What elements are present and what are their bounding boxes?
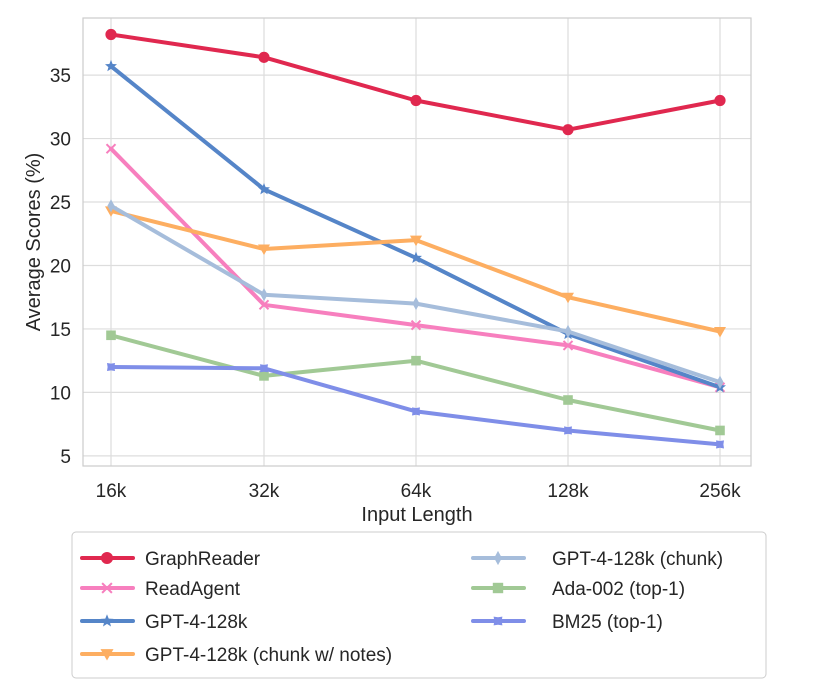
x-axis-label: Input Length bbox=[361, 504, 472, 526]
x-tick-label: 16k bbox=[96, 481, 127, 502]
data-point bbox=[260, 288, 268, 302]
legend-box bbox=[71, 531, 767, 679]
x-tick-label: 128k bbox=[547, 481, 589, 502]
data-point bbox=[714, 94, 726, 107]
data-point bbox=[258, 51, 270, 63]
y-tick-label: 25 bbox=[50, 193, 71, 214]
data-point bbox=[563, 395, 573, 405]
series-bm25-top-1 bbox=[107, 363, 724, 449]
data-point bbox=[410, 94, 422, 107]
data-point bbox=[258, 183, 270, 195]
x-tick-label: 256k bbox=[699, 481, 741, 502]
y-tick-label: 30 bbox=[50, 130, 71, 151]
legend-item: GPT-4-128k bbox=[80, 612, 248, 633]
legend-marker bbox=[100, 649, 114, 661]
legend-label: GraphReader bbox=[145, 549, 261, 570]
data-point bbox=[105, 143, 117, 154]
data-point bbox=[716, 375, 724, 389]
y-tick-label: 20 bbox=[50, 256, 71, 277]
plot-frame bbox=[82, 17, 752, 467]
data-point bbox=[410, 251, 422, 263]
data-point bbox=[412, 407, 420, 416]
data-point bbox=[259, 371, 269, 381]
y-tick-label: 15 bbox=[50, 320, 71, 341]
legend-marker bbox=[493, 616, 503, 626]
data-point bbox=[562, 124, 574, 136]
legend-label: GPT-4-128k bbox=[145, 612, 248, 633]
y-tick-label: 10 bbox=[50, 383, 71, 404]
grid bbox=[83, 18, 751, 466]
legend-label: BM25 (top-1) bbox=[552, 612, 663, 633]
legend-marker bbox=[492, 582, 504, 594]
data-point bbox=[411, 355, 421, 366]
data-point bbox=[258, 244, 270, 255]
legend-marker bbox=[100, 551, 114, 565]
y-tick-label: 5 bbox=[60, 447, 71, 468]
series-gpt-4-128k-chunk bbox=[107, 199, 724, 389]
data-point bbox=[564, 426, 572, 435]
data-point bbox=[107, 363, 115, 371]
data-point bbox=[410, 235, 422, 247]
data-point bbox=[105, 28, 117, 41]
data-point bbox=[714, 326, 726, 338]
legend-label: ReadAgent bbox=[145, 579, 241, 600]
data-point bbox=[716, 440, 724, 449]
legend-label: GPT-4-128k (chunk) bbox=[552, 549, 723, 570]
legend-item: GPT-4-128k (chunk w/ notes) bbox=[80, 645, 392, 666]
x-axis: 16k 32k 64k 128k 256k bbox=[96, 481, 741, 502]
legend: GraphReader ReadAgent GPT-4-128k GPT-4-128k… bbox=[71, 531, 767, 679]
x-tick-label: 32k bbox=[249, 481, 280, 502]
data-point bbox=[107, 199, 115, 213]
data-point bbox=[715, 425, 725, 436]
data-point bbox=[258, 299, 270, 311]
data-point bbox=[106, 330, 116, 341]
y-axis: 5 10 15 20 25 30 35 bbox=[50, 66, 71, 468]
legend-label: GPT-4-128k (chunk w/ notes) bbox=[145, 645, 392, 666]
y-axis-label: Average Scores (%) bbox=[23, 153, 45, 332]
legend-marker bbox=[494, 550, 502, 566]
data-point bbox=[412, 296, 420, 311]
legend-item: ReadAgent bbox=[80, 579, 241, 600]
series-group bbox=[105, 28, 726, 449]
data-point bbox=[410, 319, 422, 331]
data-point bbox=[105, 59, 117, 72]
data-point bbox=[562, 340, 574, 351]
data-point bbox=[564, 324, 572, 339]
x-tick-label: 64k bbox=[401, 481, 432, 502]
data-point bbox=[260, 364, 268, 373]
legend-marker bbox=[100, 614, 114, 627]
series-ada-002-top-1 bbox=[106, 330, 725, 436]
legend-item: GraphReader bbox=[80, 549, 261, 570]
legend-item: Ada-002 (top-1) bbox=[471, 579, 685, 600]
legend-marker bbox=[101, 582, 113, 594]
y-tick-label: 35 bbox=[50, 66, 71, 87]
legend-item: BM25 (top-1) bbox=[471, 612, 663, 633]
legend-label: Ada-002 (top-1) bbox=[552, 579, 685, 600]
legend-item: GPT-4-128k (chunk) bbox=[471, 549, 723, 570]
series-graphreader bbox=[105, 28, 726, 136]
data-point bbox=[562, 292, 574, 304]
